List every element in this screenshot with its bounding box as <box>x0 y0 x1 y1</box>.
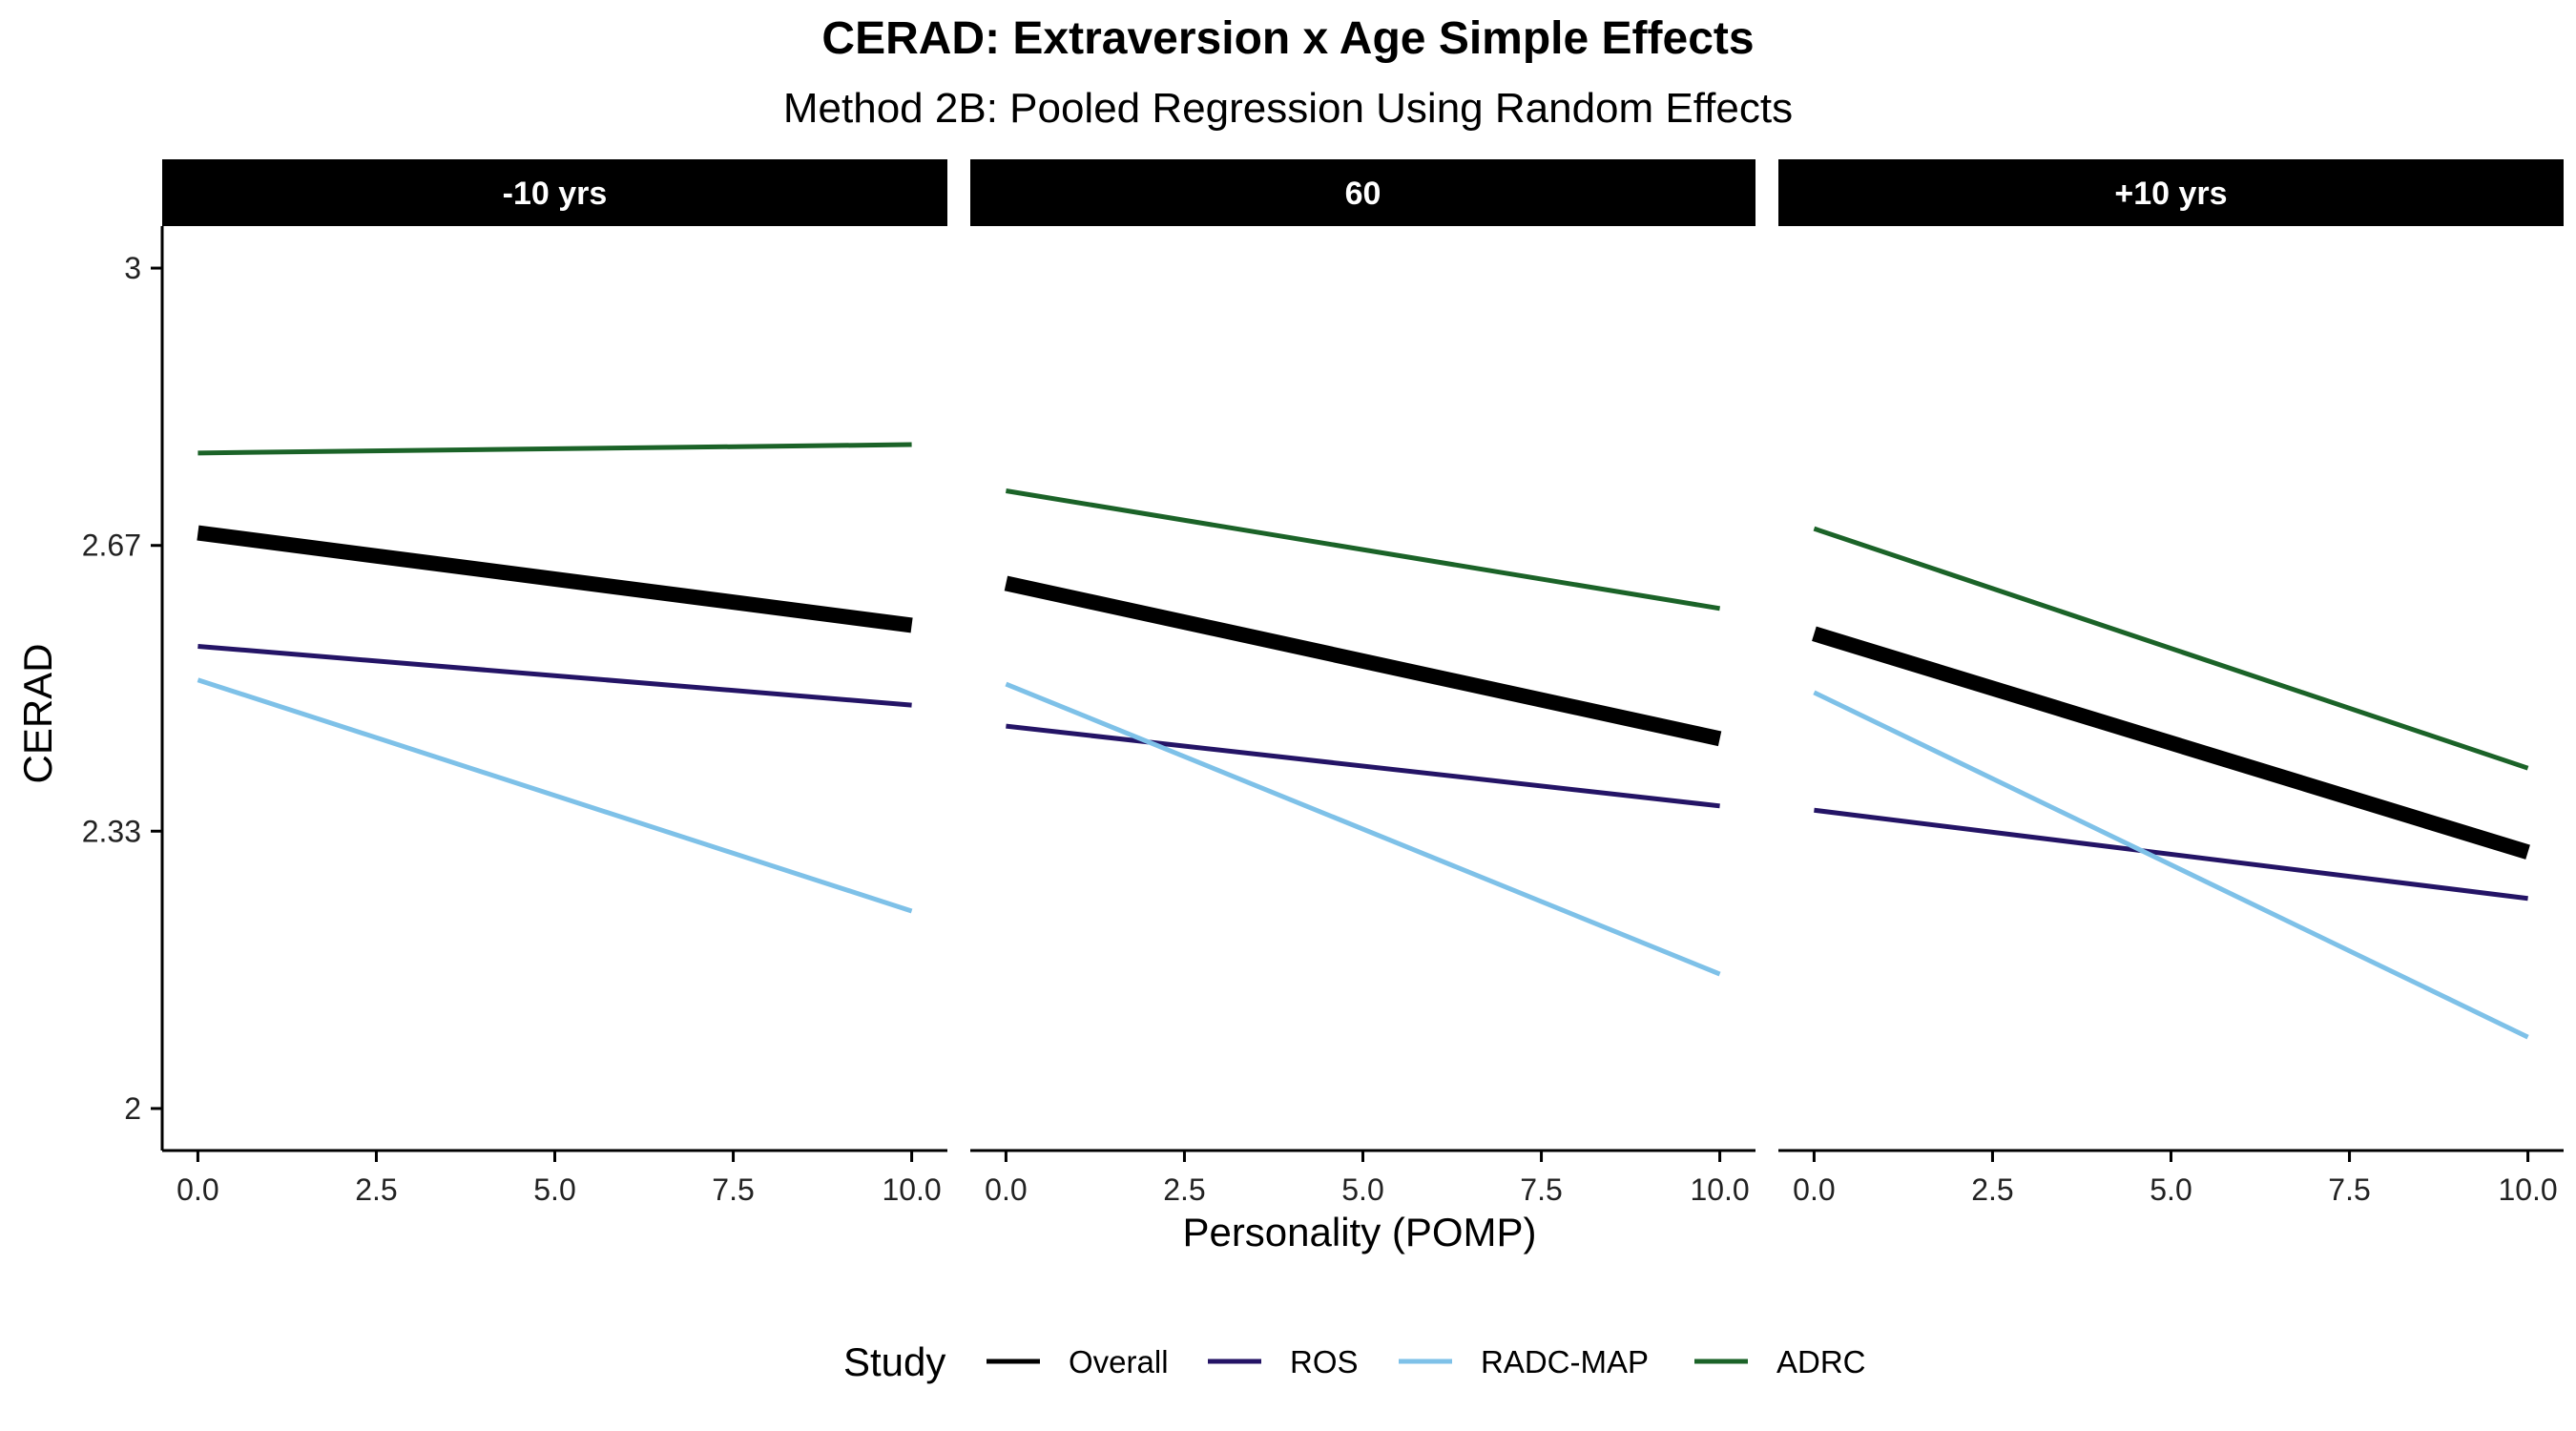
facet-strip-label: 60 <box>1345 176 1381 212</box>
series-line-radc-map <box>197 677 913 914</box>
legend: Study Overall ROS RADC-MAP ADRC <box>843 1339 1866 1384</box>
y-tick-label: 3 <box>124 251 141 285</box>
series-line-ros <box>1006 723 1720 809</box>
facet-strip-label: -10 yrs <box>503 176 608 212</box>
series-line-radc-map <box>1005 681 1721 977</box>
x-tick-label: 10.0 <box>882 1172 941 1207</box>
x-tick-label: 0.0 <box>985 1172 1027 1207</box>
legend-label: Overall <box>1069 1344 1169 1379</box>
facet-panel: 60 0.0 2.5 5.0 7.5 10.0 <box>970 159 1755 1207</box>
legend-label: RADC-MAP <box>1481 1344 1649 1379</box>
series-line-radc-map <box>1813 690 2529 1040</box>
series-line-adrc <box>1006 488 1720 612</box>
series-line-ros <box>1814 807 2528 902</box>
legend-label: ROS <box>1290 1344 1359 1379</box>
x-tick-label: 7.5 <box>2328 1172 2370 1207</box>
facet-strip <box>1778 159 2564 226</box>
x-tick-label: 5.0 <box>2150 1172 2192 1207</box>
series-line-overall <box>1004 575 1722 747</box>
facet-strip <box>970 159 1755 226</box>
chart-subtitle: Method 2B: Pooled Regression Using Rando… <box>783 85 1793 132</box>
series-line-adrc <box>197 442 912 456</box>
y-tick-label: 2.33 <box>82 814 141 848</box>
x-tick-label: 0.0 <box>1793 1172 1835 1207</box>
x-tick-label: 5.0 <box>1341 1172 1383 1207</box>
y-tick-label: 2 <box>124 1091 141 1126</box>
y-tick-label: 2.67 <box>82 529 141 563</box>
series-line-adrc <box>1813 526 2529 771</box>
x-tick-label: 2.5 <box>1971 1172 2013 1207</box>
x-tick-label: 10.0 <box>1690 1172 1749 1207</box>
x-axis-label: Personality (POMP) <box>1182 1210 1536 1255</box>
legend-title: Study <box>843 1339 945 1384</box>
x-tick-label: 0.0 <box>177 1172 218 1207</box>
panels: -10 yrs 0.0 2.5 5.0 7.5 10.0 2 2.33 2.67 3 60 0.0 2.… <box>82 159 2564 1207</box>
y-axis-label: CERAD <box>15 643 60 783</box>
facet-strip-label: +10 yrs <box>2114 176 2227 212</box>
legend-label: ADRC <box>1776 1344 1866 1379</box>
x-tick-label: 2.5 <box>1163 1172 1205 1207</box>
facet-panel: -10 yrs 0.0 2.5 5.0 7.5 10.0 2 2.33 2.67 3 <box>82 159 947 1207</box>
facet-strip <box>162 159 947 226</box>
series-line-ros <box>197 643 912 708</box>
x-tick-label: 7.5 <box>1520 1172 1562 1207</box>
chart-title: CERAD: Extraversion x Age Simple Effects <box>821 13 1754 64</box>
series-line-overall <box>197 525 913 633</box>
facet-panel: +10 yrs 0.0 2.5 5.0 7.5 10.0 <box>1778 159 2564 1207</box>
x-tick-label: 2.5 <box>355 1172 397 1207</box>
x-tick-label: 7.5 <box>712 1172 754 1207</box>
x-tick-label: 5.0 <box>533 1172 575 1207</box>
x-tick-label: 10.0 <box>2498 1172 2557 1207</box>
series-line-overall <box>1812 626 2530 860</box>
